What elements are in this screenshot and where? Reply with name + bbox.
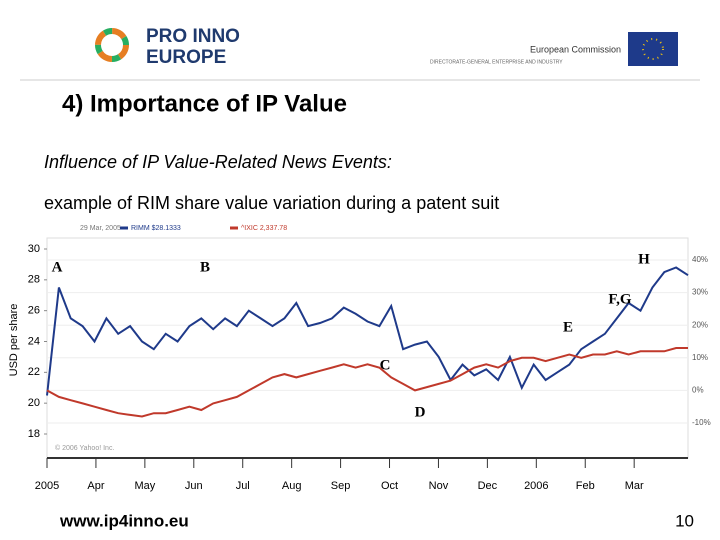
x-tick-label: Mar (625, 480, 644, 492)
x-tick-label: Apr (87, 480, 104, 492)
y-tick-label: 30 (28, 243, 40, 255)
eu-flag (628, 32, 678, 66)
x-tick-label: 2006 (524, 480, 548, 492)
event-label: E (563, 319, 573, 335)
chart: 29 Mar, 2005 © 2006 Yahoo! Inc. USD per sh… (8, 225, 711, 492)
legend-date: 29 Mar, 2005 (80, 225, 121, 232)
subtitle-text: Influence of IP Value-Related News Event… (44, 152, 387, 172)
x-tick-label: May (134, 480, 155, 492)
event-label: B (200, 259, 210, 275)
x-tick-label: Sep (331, 480, 351, 492)
footer-url: www.ip4inno.eu (59, 511, 189, 530)
logo-text: EUROPE (146, 47, 226, 68)
event-label: D (415, 404, 426, 420)
y-axis-label: USD per share (8, 304, 20, 377)
y-tick-label: 22 (28, 366, 40, 378)
y2-tick-label: 30% (692, 288, 708, 297)
x-tick-label: Feb (576, 480, 595, 492)
series-line (46, 266, 689, 396)
series-line (46, 347, 688, 418)
commission: European Commission (530, 44, 621, 54)
directorate: DIRECTORATE-GENERAL ENTERPRISE AND INDUS… (430, 59, 563, 65)
x-tick-label: 2005 (35, 480, 59, 492)
event-label: A (52, 259, 63, 275)
page-number: 10 (675, 511, 694, 530)
subtitle-colon: : (387, 152, 392, 172)
x-tick-label: Aug (282, 480, 302, 492)
x-tick-label: Nov (429, 480, 449, 492)
logo-ring (95, 28, 129, 62)
y-tick-label: 24 (28, 335, 40, 347)
y2-tick-label: 10% (692, 353, 708, 362)
logo: PRO INNO EUROPE (95, 26, 240, 68)
x-tick-label: Dec (478, 480, 498, 492)
x-tick-label: Oct (381, 480, 398, 492)
legend-label: RIMM $28.1333 (131, 225, 181, 232)
x-tick-label: Jun (185, 480, 203, 492)
y-tick-label: 26 (28, 305, 40, 317)
event-label: H (638, 251, 650, 267)
eu-stars (642, 38, 664, 60)
slide-text: example of RIM share value variation dur… (44, 193, 499, 213)
copyright: © 2006 Yahoo! Inc. (55, 444, 114, 452)
subtitle: Influence of IP Value-Related News Event… (44, 152, 392, 172)
y-tick-label: 20 (28, 397, 40, 409)
event-label: F,G (608, 291, 632, 307)
y-tick-label: 28 (28, 274, 40, 286)
event-label: C (380, 357, 391, 373)
y-tick-label: 18 (28, 428, 40, 440)
logo-text: PRO INNO (146, 26, 240, 47)
y2-tick-label: 20% (692, 320, 708, 329)
y2-tick-label: 40% (692, 255, 708, 264)
slide-title: 4) Importance of IP Value (62, 90, 347, 117)
y2-tick-label: -10% (692, 418, 711, 427)
legend-label: ^IXIC 2,337.78 (241, 225, 287, 232)
y2-tick-label: 0% (692, 386, 704, 395)
logo-ring (95, 28, 129, 62)
plot-area (46, 237, 689, 459)
x-tick-label: Jul (236, 480, 250, 492)
